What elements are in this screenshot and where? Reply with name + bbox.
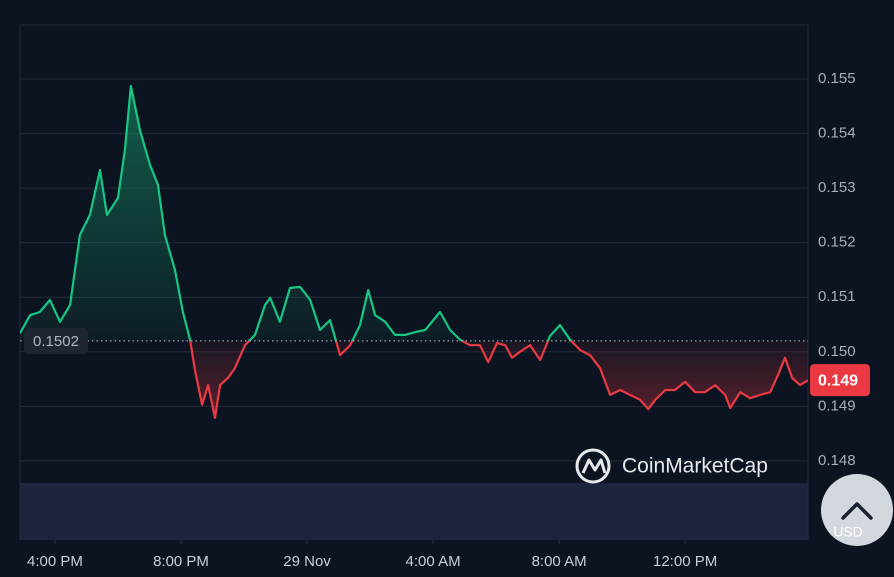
- y-tick-label: 0.152: [818, 234, 856, 251]
- watermark-text: CoinMarketCap: [622, 455, 768, 478]
- watermark: CoinMarketCap: [575, 448, 768, 484]
- y-tick-label: 0.154: [818, 125, 856, 142]
- plot: [20, 85, 808, 419]
- currency-label[interactable]: USD: [833, 524, 863, 540]
- y-tick-label: 0.150: [818, 343, 856, 360]
- volume-band: [20, 483, 808, 540]
- x-tick-label: 4:00 PM: [27, 553, 83, 570]
- baseline-label-box: [24, 327, 88, 354]
- logo: [575, 448, 611, 484]
- area-fill: [20, 86, 808, 418]
- chevron-up[interactable]: [841, 502, 873, 520]
- currency-button[interactable]: USD: [821, 474, 893, 546]
- y-tick-label: 0.151: [818, 288, 856, 305]
- last-price-label: 0.149: [818, 372, 858, 389]
- button-circle[interactable]: [821, 474, 893, 546]
- y-tick-label: 0.148: [818, 452, 856, 469]
- y-tick-label: 0.149: [818, 397, 856, 414]
- x-tick-label: 4:00 AM: [406, 553, 461, 570]
- baseline-label: 0.1502: [33, 333, 79, 350]
- x-tick-label: 8:00 AM: [532, 553, 587, 570]
- labels: 0.148 0.149 0.150 0.151 0.152 0.153 0.154 0.155…: [24, 70, 870, 570]
- x-tick-label: 12:00 PM: [653, 553, 717, 570]
- y-tick-label: 0.155: [818, 70, 856, 87]
- x-tick-label: 29 Nov: [283, 553, 331, 570]
- x-tick-label: 8:00 PM: [153, 553, 209, 570]
- logo-mark: [581, 458, 607, 474]
- y-tick-label: 0.153: [818, 179, 856, 196]
- price-line: [20, 85, 808, 419]
- last-price-box: [810, 364, 870, 397]
